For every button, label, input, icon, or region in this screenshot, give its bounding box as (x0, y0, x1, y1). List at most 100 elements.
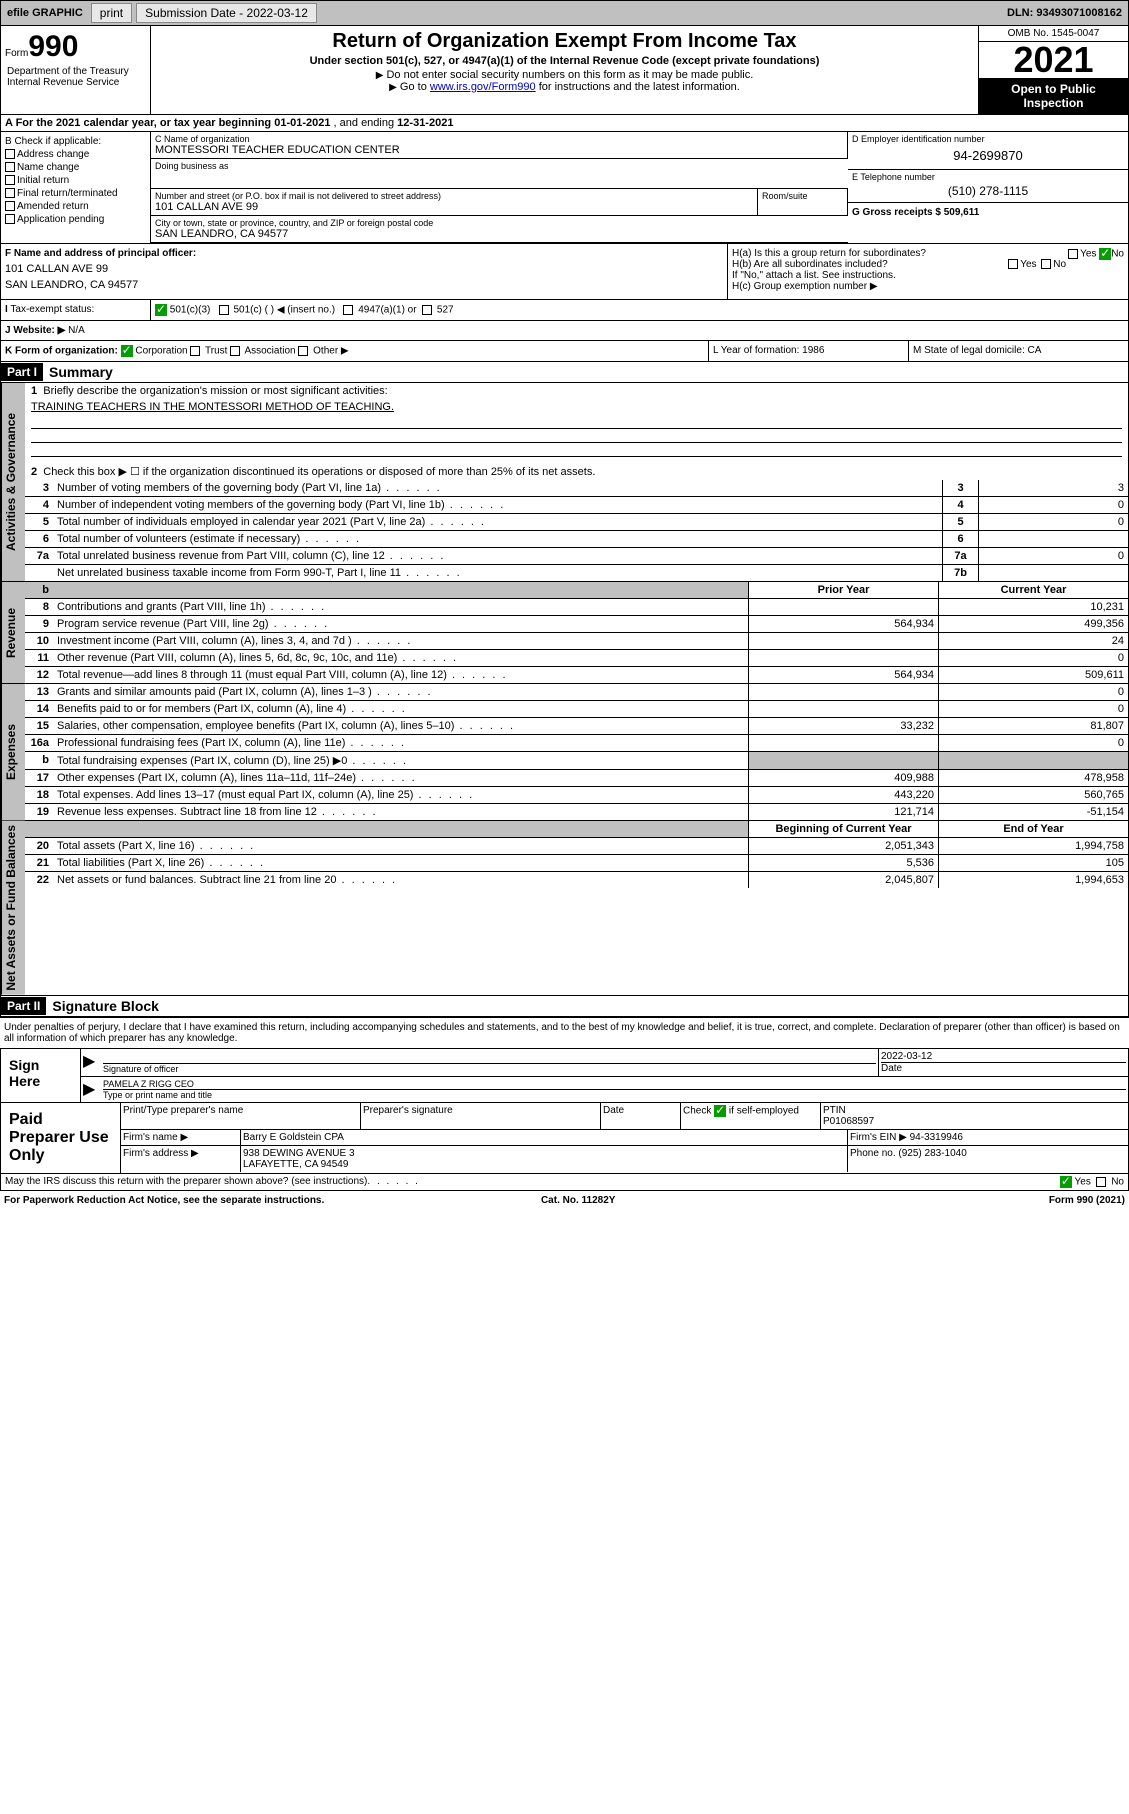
chk-527[interactable] (422, 305, 432, 315)
chk-initial-return[interactable] (5, 175, 15, 185)
period-mid: , and ending (334, 117, 398, 129)
ha-label: H(a) Is this a group return for subordin… (732, 248, 926, 259)
declaration-text: Under penalties of perjury, I declare th… (0, 1017, 1129, 1048)
pra-notice: For Paperwork Reduction Act Notice, see … (4, 1195, 324, 1206)
col-b-label: B Check if applicable: (5, 136, 146, 147)
note-ssn: Do not enter social security numbers on … (386, 69, 753, 81)
chk-501c3[interactable] (155, 304, 167, 316)
discuss-no-chk[interactable] (1096, 1177, 1106, 1187)
chk-501c[interactable] (219, 305, 229, 315)
hb-label: H(b) Are all subordinates included? (732, 259, 888, 270)
signature-block: Sign Here ▶ Signature of officer 2022-03… (0, 1048, 1129, 1103)
firm-phone: (925) 283-1040 (898, 1148, 966, 1159)
tab-expenses: Expenses (1, 684, 25, 820)
tab-revenue: Revenue (1, 582, 25, 683)
year-formation: 1986 (802, 345, 824, 356)
tab-netassets: Net Assets or Fund Balances (1, 821, 25, 995)
note-goto-pre: Go to (400, 81, 430, 93)
chk-amended[interactable] (5, 201, 15, 211)
note-goto-post: for instructions and the latest informat… (536, 81, 740, 93)
form-header: Form 990 Department of the Treasury Inte… (0, 26, 1129, 115)
part2-header: Part II (1, 997, 46, 1015)
chk-assoc[interactable] (230, 346, 240, 356)
row-k-formation: K Form of organization: Corporation Trus… (0, 341, 1129, 362)
summary-line: 11Other revenue (Part VIII, column (A), … (25, 650, 1128, 667)
summary-line: 15Salaries, other compensation, employee… (25, 718, 1128, 735)
summary-line: 7aTotal unrelated business revenue from … (25, 548, 1128, 565)
summary-line: 9Program service revenue (Part VIII, lin… (25, 616, 1128, 633)
chk-app-pending[interactable] (5, 214, 15, 224)
officer-addr2: SAN LEANDRO, CA 94577 (5, 279, 723, 291)
chk-final-return[interactable] (5, 188, 15, 198)
summary-line: 10Investment income (Part VIII, column (… (25, 633, 1128, 650)
part1-bar: Part I Summary (0, 362, 1129, 383)
submission-date-button[interactable]: Submission Date - 2022-03-12 (136, 3, 317, 23)
hb-yes-chk[interactable] (1008, 259, 1018, 269)
firm-phone-label: Phone no. (850, 1148, 896, 1159)
hb-no-chk[interactable] (1041, 259, 1051, 269)
officer-name-label: Type or print name and title (103, 1089, 1126, 1100)
ha-yes-chk[interactable] (1068, 249, 1078, 259)
sig-date-value: 2022-03-12 (881, 1051, 1126, 1062)
chk-other[interactable] (298, 346, 308, 356)
firm-addr2: LAFAYETTE, CA 94549 (243, 1159, 348, 1170)
row-i-status: I Tax-exempt status: 501(c)(3) 501(c) ( … (0, 300, 1129, 321)
discuss-yes-chk[interactable] (1060, 1176, 1072, 1188)
chk-corp[interactable] (121, 345, 133, 357)
part2-bar: Part II Signature Block (0, 996, 1129, 1017)
website-label: J Website: ▶ (5, 325, 65, 336)
ein-value: 94-2699870 (852, 144, 1124, 167)
discuss-label: May the IRS discuss this return with the… (5, 1176, 367, 1188)
ptin-value: P01068597 (823, 1116, 874, 1127)
chk-name-change[interactable] (5, 162, 15, 172)
form-word: Form (5, 48, 28, 59)
summary-line: 4Number of independent voting members of… (25, 497, 1128, 514)
domicile-state: CA (1028, 345, 1042, 356)
chk-trust[interactable] (190, 346, 200, 356)
department-label: Department of the Treasury Internal Reve… (5, 64, 146, 90)
summary-line: 21Total liabilities (Part X, line 26)5,5… (25, 855, 1128, 872)
mission-label: Briefly describe the organization's miss… (43, 385, 387, 397)
tax-status-label: Tax-exempt status: (10, 304, 94, 315)
part1-header: Part I (1, 363, 43, 381)
firm-ein: 94-3319946 (910, 1132, 963, 1143)
sig-date-label: Date (881, 1062, 1126, 1074)
preparer-block: Paid Preparer Use Only Print/Type prepar… (0, 1103, 1129, 1174)
expenses-section: Expenses 13Grants and similar amounts pa… (0, 684, 1129, 821)
sig-arrow-icon: ▶ (81, 1077, 101, 1102)
summary-line: 8Contributions and grants (Part VIII, li… (25, 599, 1128, 616)
firm-addr-label: Firm's address ▶ (121, 1146, 241, 1172)
part1-title: Summary (43, 362, 119, 382)
form-title: Return of Organization Exempt From Incom… (155, 30, 974, 53)
hc-label: H(c) Group exemption number ▶ (732, 281, 1124, 292)
blank-line (31, 415, 1122, 429)
print-button[interactable]: print (91, 3, 132, 23)
entity-block: B Check if applicable: Address change Na… (0, 132, 1129, 244)
city-state-zip: SAN LEANDRO, CA 94577 (155, 228, 844, 240)
sig-officer-label: Signature of officer (103, 1063, 876, 1074)
col-b-checkboxes: B Check if applicable: Address change Na… (1, 132, 151, 243)
chk-self-employed[interactable] (714, 1105, 726, 1117)
irs-link[interactable]: www.irs.gov/Form990 (430, 81, 536, 93)
gross-label: G Gross receipts $ (852, 207, 941, 218)
summary-line: 19Revenue less expenses. Subtract line 1… (25, 804, 1128, 820)
gross-value: 509,611 (944, 207, 980, 218)
ha-no-chk[interactable] (1099, 248, 1111, 260)
firm-ein-label: Firm's EIN ▶ (850, 1132, 907, 1143)
domicile-label: M State of legal domicile: (913, 345, 1025, 356)
form-subtitle: Under section 501(c), 527, or 4947(a)(1)… (155, 55, 974, 67)
period-begin: 01-01-2021 (274, 117, 330, 129)
firm-name-label: Firm's name ▶ (121, 1130, 241, 1145)
prep-sig-label: Preparer's signature (361, 1103, 601, 1129)
prep-date-label: Date (601, 1103, 681, 1129)
summary-line: 18Total expenses. Add lines 13–17 (must … (25, 787, 1128, 804)
chk-4947[interactable] (343, 305, 353, 315)
tab-governance: Activities & Governance (1, 383, 25, 581)
part2-title: Signature Block (46, 996, 165, 1016)
officer-addr1: 101 CALLAN AVE 99 (5, 263, 723, 275)
org-name: MONTESSORI TEACHER EDUCATION CENTER (155, 144, 843, 156)
row-j-website: J Website: ▶ N/A (0, 321, 1129, 341)
chk-address-change[interactable] (5, 149, 15, 159)
efile-label: efile GRAPHIC (3, 7, 87, 19)
col-begin-year: Beginning of Current Year (748, 821, 938, 837)
